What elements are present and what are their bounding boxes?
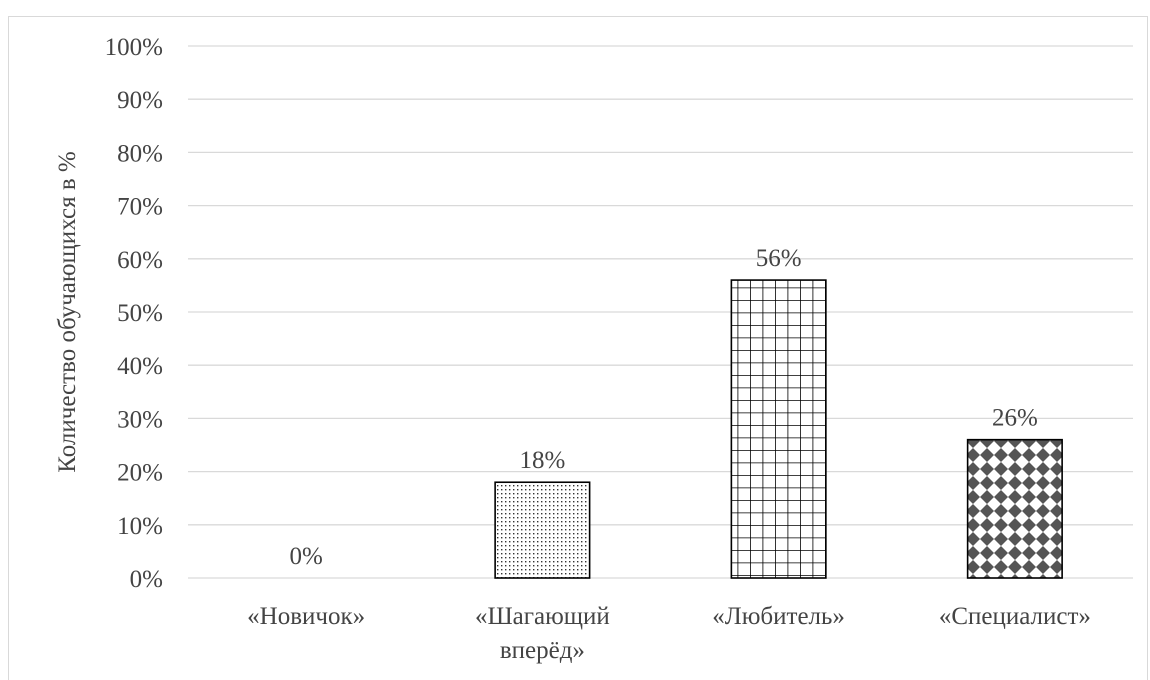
y-tick-label: 40% <box>117 353 163 380</box>
y-axis-title: Количество обучающихся в % <box>54 151 81 472</box>
gridlines <box>188 45 1133 579</box>
data-label: 56% <box>756 245 802 272</box>
bar <box>966 438 1063 579</box>
y-tick-label: 10% <box>117 513 163 540</box>
bar <box>494 481 591 579</box>
category-label: «Специалист» <box>939 603 1091 630</box>
category-label: «Любитель» <box>712 603 845 630</box>
category-label: вперёд» <box>500 637 585 664</box>
bars <box>494 279 1063 579</box>
data-label: 26% <box>992 405 1038 432</box>
y-tick-label: 50% <box>117 300 163 327</box>
y-tick-label: 20% <box>117 460 163 487</box>
y-tick-label: 70% <box>117 194 163 221</box>
data-label: 18% <box>519 447 565 474</box>
data-label: 0% <box>289 543 322 570</box>
y-tick-label: 60% <box>117 247 163 274</box>
y-axis-tick-labels: 0% 10% 20% 30% 40% 50% 60% 70% 80% 90% 100% <box>105 34 163 593</box>
bar <box>730 279 827 579</box>
y-tick-label: 0% <box>130 566 163 593</box>
category-label: «Новичок» <box>247 603 365 630</box>
category-label: «Шагающий <box>475 603 610 630</box>
y-tick-label: 30% <box>117 406 163 433</box>
y-tick-label: 90% <box>117 87 163 114</box>
data-labels: 0% 18% 56% 26% <box>289 245 1037 570</box>
x-axis-category-labels: «Новичок» «Шагающий вперёд» «Любитель» «Спец… <box>247 603 1091 664</box>
y-tick-label: 80% <box>117 140 163 167</box>
y-tick-label: 100% <box>105 34 163 61</box>
